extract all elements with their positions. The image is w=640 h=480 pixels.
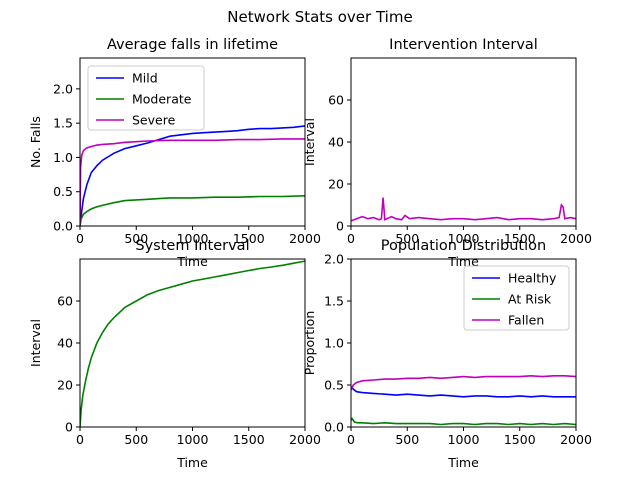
subplot-title: Average falls in lifetime	[107, 37, 278, 53]
figure-title: Network Stats over Time	[227, 8, 412, 26]
y-tick-label: 0	[65, 420, 73, 435]
y-tick-label: 40	[57, 336, 73, 351]
x-tick-label: 0	[347, 231, 355, 246]
y-tick-label: 0.0	[53, 219, 73, 234]
y-axis-label: No. Falls	[28, 116, 43, 168]
x-tick-label: 1500	[233, 231, 265, 246]
y-tick-label: 20	[328, 177, 344, 192]
series-line-series-1	[80, 260, 305, 427]
y-tick-label: 0.0	[324, 420, 344, 435]
series-line-fallen	[351, 374, 576, 391]
y-tick-label: 1.5	[324, 294, 344, 309]
subplot-1: 0 500 1000 1500 2000 0.0 0.5 1.0 1.5 2.0 Average f…	[28, 37, 321, 269]
subplot-title: Intervention Interval	[389, 37, 538, 53]
x-tick-label: 1000	[448, 231, 480, 246]
y-tick-label: 60	[328, 93, 344, 108]
y-tick-label: 0.5	[53, 184, 73, 199]
legend-entry: Healthy	[508, 271, 557, 286]
legend-entry: Moderate	[132, 92, 192, 107]
y-tick-label: 40	[328, 135, 344, 150]
series-line-series-1	[351, 197, 576, 222]
x-tick-label: 500	[395, 231, 419, 246]
subplot-4: 0 500 1000 1500 2000 0.0 0.5 1.0 1.5 2.0 Populatio…	[302, 238, 592, 470]
x-tick-label: 2000	[560, 231, 592, 246]
y-tick-label: 60	[57, 294, 73, 309]
subplot-2: 0 500 1000 1500 2000 0 20 40 60 Intervention Inte…	[302, 37, 592, 269]
x-tick-label: 500	[395, 432, 419, 447]
axes-frame	[350, 57, 577, 227]
series-line-at-risk	[351, 417, 576, 426]
x-tick-label: 500	[124, 432, 148, 447]
legend-entry: Mild	[132, 71, 158, 86]
x-tick-label: 0	[76, 432, 84, 447]
x-axis-label: Time	[176, 254, 208, 269]
x-tick-label: 2000	[289, 231, 321, 246]
y-axis-label: Interval	[28, 319, 43, 367]
legend-entry: Fallen	[508, 313, 544, 328]
x-tick-label: 1500	[504, 432, 536, 447]
subplot-title: System Interval	[135, 238, 249, 254]
legend: Healthy At Risk Fallen	[463, 265, 570, 331]
series-line-moderate	[80, 195, 305, 226]
x-tick-label: 1500	[233, 432, 265, 447]
x-axis-label: Time	[176, 455, 208, 470]
y-axis-label: Proportion	[302, 311, 317, 376]
x-tick-label: 2000	[289, 432, 321, 447]
y-tick-label: 2.0	[324, 252, 344, 267]
legend-box	[463, 265, 570, 331]
y-tick-label: 1.0	[53, 150, 73, 165]
y-tick-label: 2.0	[53, 81, 73, 96]
y-tick-label: 0.5	[324, 378, 344, 393]
series-line-mild	[80, 125, 305, 226]
y-tick-label: 20	[57, 378, 73, 393]
y-tick-label: 1.5	[53, 116, 73, 131]
axes-frame	[79, 258, 306, 428]
x-tick-label: 0	[76, 231, 84, 246]
legend-entry: At Risk	[508, 292, 552, 307]
legend-box	[87, 65, 205, 131]
x-axis-label: Time	[447, 455, 479, 470]
x-tick-label: 2000	[560, 432, 592, 447]
y-tick-label: 1.0	[324, 336, 344, 351]
x-tick-label: 500	[124, 231, 148, 246]
x-tick-label: 0	[347, 432, 355, 447]
x-tick-label: 1500	[504, 231, 536, 246]
series-line-severe	[80, 138, 305, 226]
x-axis-label: Time	[447, 254, 479, 269]
y-tick-label: 0	[336, 219, 344, 234]
x-tick-label: 1000	[448, 432, 480, 447]
series-line-healthy	[351, 386, 576, 398]
y-axis-label: Interval	[302, 118, 317, 166]
legend: Mild Moderate Severe	[87, 65, 205, 131]
x-tick-label: 1000	[177, 231, 209, 246]
legend-entry: Severe	[132, 113, 176, 128]
subplot-title: Population Distribution	[381, 238, 546, 254]
x-tick-label: 1000	[177, 432, 209, 447]
